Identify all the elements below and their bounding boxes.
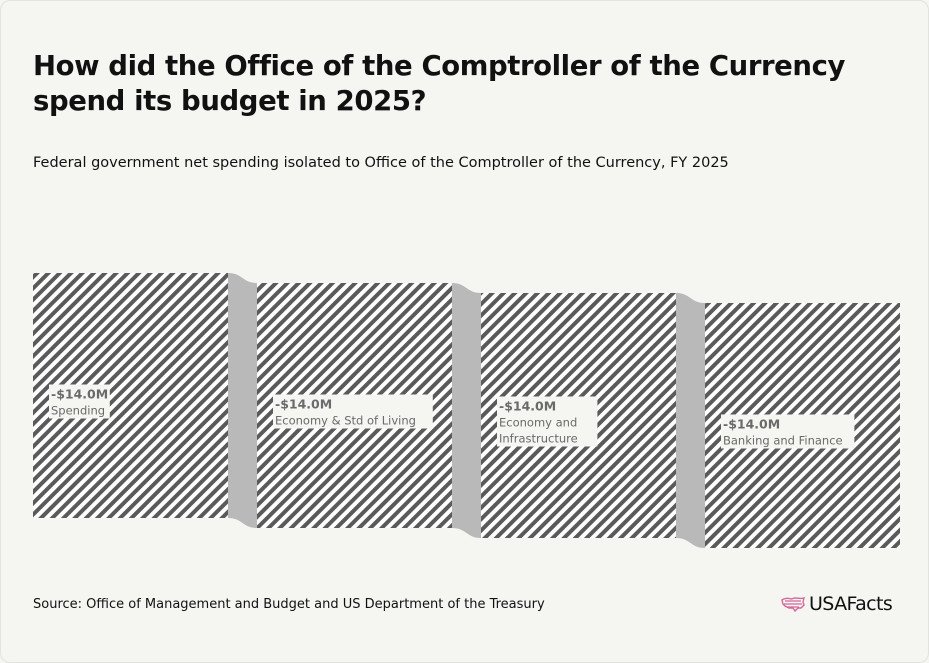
node-label-3-0: Banking and Finance	[723, 434, 843, 448]
node-label-2-1: Infrastructure	[499, 432, 578, 446]
brand-name: USAFacts	[809, 593, 893, 615]
node-label-box-1	[273, 394, 433, 429]
source-note: Source: Office of Management and Budget …	[33, 597, 545, 612]
usafacts-logo[interactable]: USAFacts	[781, 593, 893, 615]
node-label-box-3	[721, 414, 855, 449]
sankey-link-1	[452, 283, 481, 538]
node-value-3: -$14.0M	[723, 417, 780, 432]
sankey-link-0	[228, 273, 257, 528]
node-label-box-2	[497, 396, 598, 447]
node-value-2: -$14.0M	[499, 399, 556, 414]
sankey-link-2	[676, 293, 705, 548]
us-flag-map-icon	[781, 596, 805, 612]
node-label-1-0: Economy & Std of Living	[275, 414, 416, 428]
page-title: How did the Office of the Comptroller of…	[33, 50, 846, 117]
node-label-2-0: Economy and	[499, 416, 577, 430]
sankey-chart: -$14.0M Spending -$14.0M Economy & Std of L…	[33, 273, 900, 548]
node-value-0: -$14.0M	[51, 387, 108, 402]
node-value-1: -$14.0M	[275, 397, 332, 412]
node-label-0-0: Spending	[51, 404, 105, 418]
node-label-box-0	[49, 384, 110, 419]
chart-subtitle: Federal government net spending isolated…	[33, 155, 729, 171]
